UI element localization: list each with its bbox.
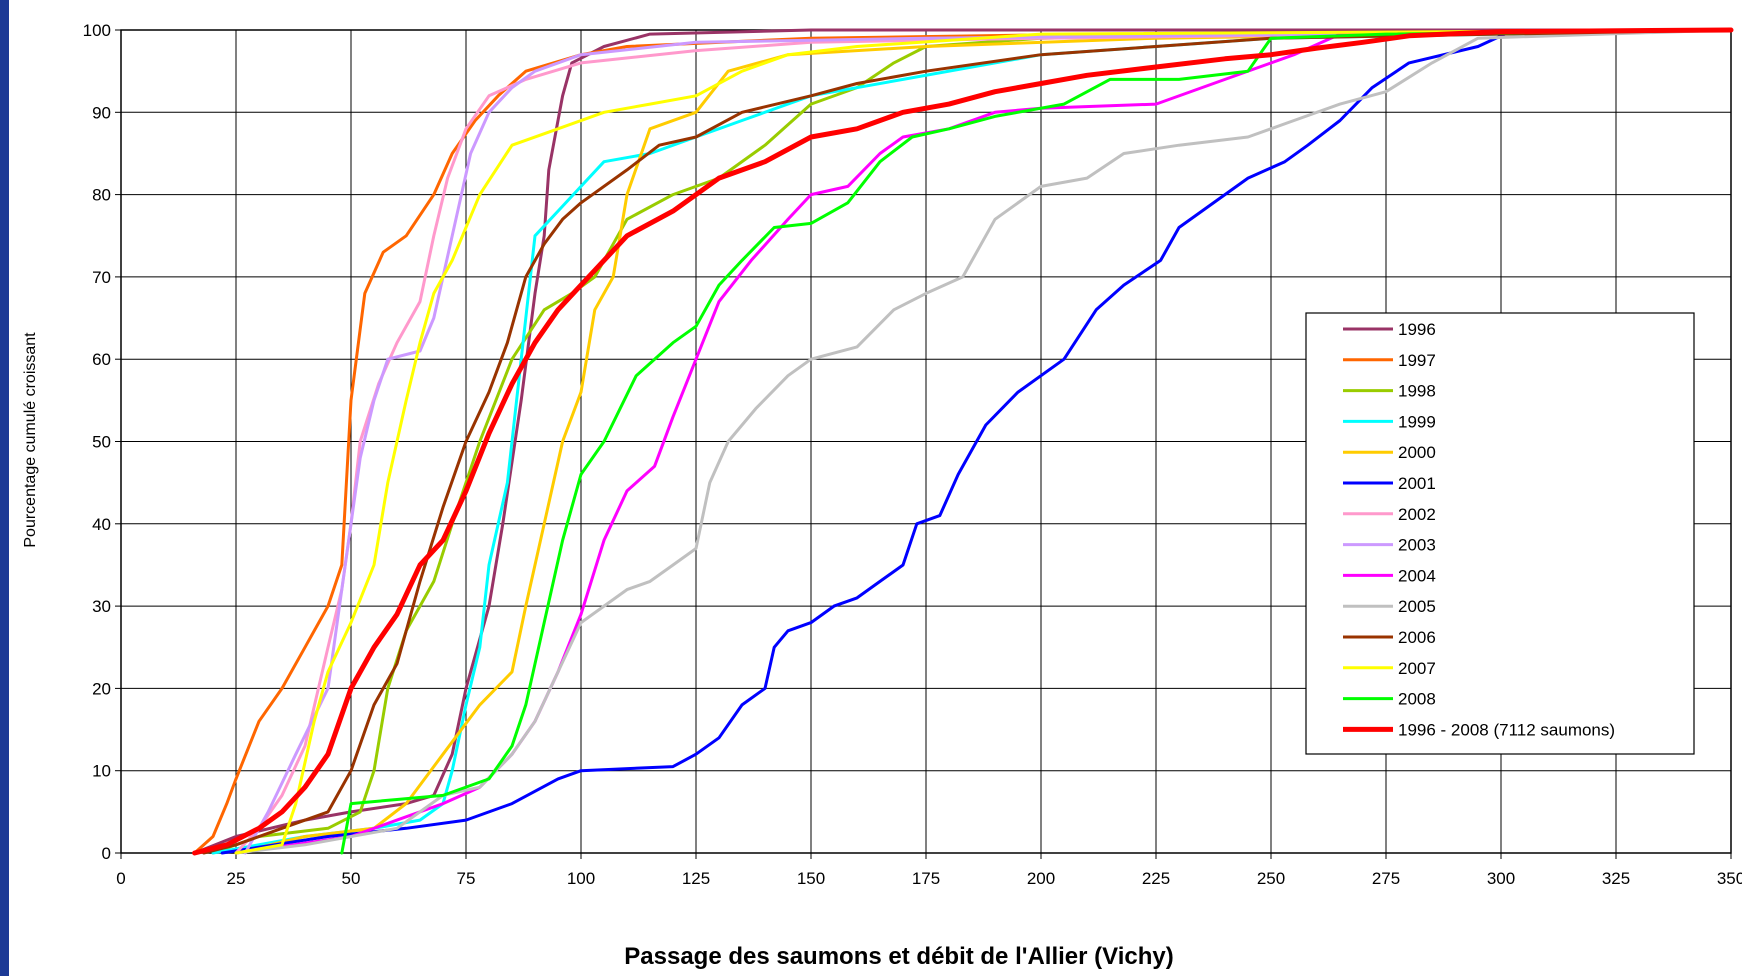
- x-tick-label-10: 250: [1257, 869, 1285, 888]
- x-tick-label-0: 0: [116, 869, 125, 888]
- legend-label-13: 1996 - 2008 (7112 saumons): [1398, 720, 1615, 739]
- series-line-1996-2008-7112-saumons-: [192, 27, 1734, 856]
- y-tick-label-8: 80: [92, 186, 111, 205]
- series-line-2008: [340, 28, 1733, 855]
- legend-label-7: 2003: [1398, 536, 1436, 555]
- legend-label-0: 1996: [1398, 320, 1436, 339]
- x-tick-label-6: 150: [797, 869, 825, 888]
- y-tick-label-4: 40: [92, 515, 111, 534]
- x-tick-label-13: 325: [1602, 869, 1630, 888]
- legend-label-3: 1999: [1398, 412, 1436, 431]
- series-line-2007: [234, 28, 1733, 855]
- x-tick-label-2: 50: [342, 869, 361, 888]
- series-group: [192, 27, 1734, 856]
- legend-label-2: 1998: [1398, 382, 1436, 401]
- series-line-2005: [234, 28, 1733, 855]
- legend-label-10: 2006: [1398, 628, 1436, 647]
- series-line-2000: [234, 28, 1733, 855]
- x-tick-label-1: 25: [227, 869, 246, 888]
- x-tick-label-11: 275: [1372, 869, 1400, 888]
- legend-label-12: 2008: [1398, 690, 1436, 709]
- y-axis-label: Pourcentage cumulé croissant: [22, 332, 39, 548]
- legend-label-5: 2001: [1398, 474, 1436, 493]
- y-tick-label-5: 50: [92, 433, 111, 452]
- legend: 1996 1997 1998 1999 2000 2001 2002 2003 2004 2005…: [1305, 312, 1695, 755]
- x-tick-label-5: 125: [682, 869, 710, 888]
- series-line-2006: [202, 28, 1733, 855]
- x-tick-label-12: 300: [1487, 869, 1515, 888]
- x-axis-label: Passage des saumons et débit de l'Allier…: [624, 943, 1173, 970]
- legend-label-1: 1997: [1398, 351, 1436, 370]
- legend-label-8: 2004: [1398, 566, 1436, 585]
- series-line-2003: [243, 28, 1733, 855]
- x-tick-label-4: 100: [567, 869, 595, 888]
- x-tick-label-3: 75: [457, 869, 476, 888]
- y-tick-label-10: 100: [83, 21, 111, 40]
- y-tick-label-2: 20: [92, 679, 111, 698]
- y-tick-label-0: 0: [102, 844, 111, 863]
- y-tick-label-9: 90: [92, 103, 111, 122]
- x-tick-label-7: 175: [912, 869, 940, 888]
- y-tick-label-1: 10: [92, 762, 111, 781]
- legend-label-9: 2005: [1398, 597, 1436, 616]
- legend-label-11: 2007: [1398, 659, 1436, 678]
- x-tick-label-9: 225: [1142, 869, 1170, 888]
- legend-label-4: 2000: [1398, 443, 1436, 462]
- legend-label-6: 2002: [1398, 505, 1436, 524]
- y-tick-label-7: 70: [92, 268, 111, 287]
- x-tick-label-8: 200: [1027, 869, 1055, 888]
- y-tick-label-3: 30: [92, 597, 111, 616]
- chart-panel: 0 25 50 75 100 125 150 175 200 225 250 275 300 325 350…: [9, 0, 1742, 976]
- series-line-2002: [234, 28, 1733, 855]
- y-tick-label-6: 60: [92, 350, 111, 369]
- legend-box: [1305, 312, 1695, 755]
- x-tick-label-14: 350: [1717, 869, 1742, 888]
- series-line-2001: [220, 28, 1733, 855]
- chart-svg: 0 25 50 75 100 125 150 175 200 225 250 275 300 325 350…: [22, 21, 1742, 970]
